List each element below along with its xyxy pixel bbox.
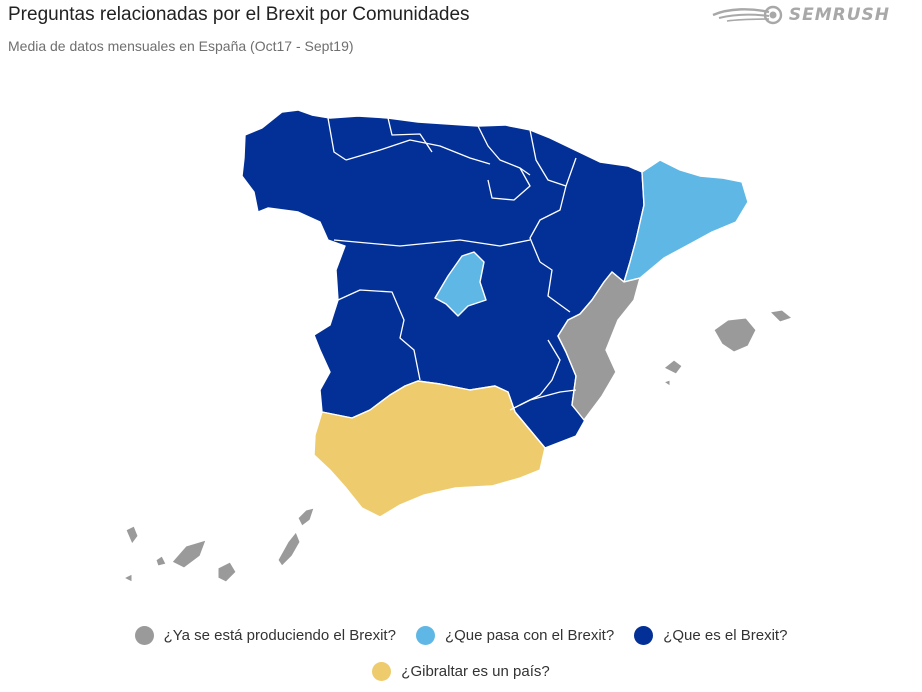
legend-label: ¿Gibraltar es un país? bbox=[401, 662, 550, 680]
legend-swatch-light-blue bbox=[415, 625, 435, 645]
legend-item-que-pasa[interactable]: ¿Que pasa con el Brexit? bbox=[415, 625, 615, 645]
brand-name: SEMRUSH bbox=[788, 5, 890, 25]
page-subtitle: Media de datos mensuales en España (Oct1… bbox=[8, 38, 354, 54]
region-madrid[interactable] bbox=[434, 251, 487, 317]
legend-swatch-dark-blue bbox=[634, 625, 654, 645]
legend: ¿Ya se está produciendo el Brexit? ¿Que … bbox=[0, 620, 922, 692]
legend-label: ¿Que es el Brexit? bbox=[663, 626, 788, 644]
legend-item-ya-se-esta-produciendo[interactable]: ¿Ya se está produciendo el Brexit? bbox=[134, 625, 396, 645]
legend-item-gibraltar[interactable]: ¿Gibraltar es un país? bbox=[372, 661, 550, 681]
legend-swatch-grey bbox=[134, 625, 154, 645]
legend-label: ¿Ya se está produciendo el Brexit? bbox=[163, 626, 396, 644]
region-baleares[interactable] bbox=[662, 309, 794, 387]
regional-borders bbox=[327, 117, 577, 411]
page-title: Preguntas relacionadas por el Brexit por… bbox=[8, 4, 470, 25]
legend-item-que-es[interactable]: ¿Que es el Brexit? bbox=[634, 625, 788, 645]
legend-label: ¿Que pasa con el Brexit? bbox=[444, 626, 615, 644]
spain-map bbox=[122, 109, 794, 583]
region-cataluna[interactable] bbox=[623, 159, 749, 283]
region-canarias[interactable] bbox=[122, 507, 315, 583]
semrush-fireball-icon bbox=[712, 5, 783, 25]
legend-swatch-yellow bbox=[372, 661, 392, 681]
region-north-central[interactable] bbox=[241, 109, 645, 449]
brand-logo: SEMRUSH bbox=[711, 4, 890, 26]
region-valencia[interactable] bbox=[557, 271, 641, 421]
region-andalucia[interactable] bbox=[313, 380, 546, 518]
